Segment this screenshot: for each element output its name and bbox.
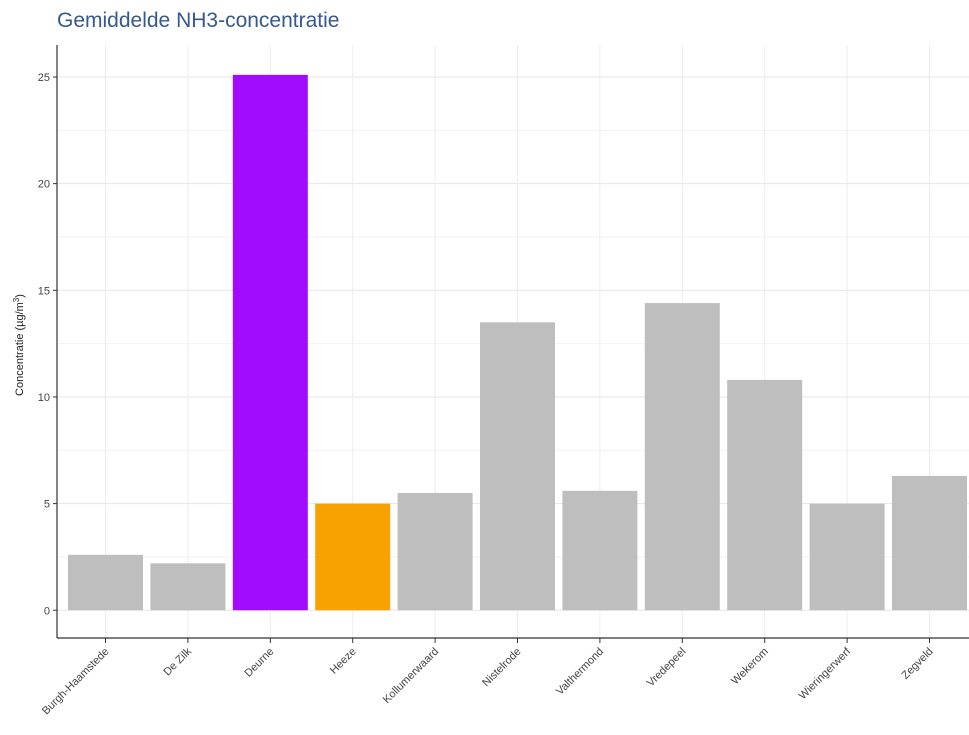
- x-tick-label: Heeze: [328, 646, 359, 677]
- bar-wekerom: [727, 379, 803, 611]
- y-tick-label: 15: [38, 285, 50, 297]
- x-tick-label: Wekerom: [729, 646, 771, 688]
- x-tick-label: Kollumerwaard: [381, 646, 441, 706]
- y-tick-label: 25: [38, 72, 50, 84]
- bar-burgh-haamstede: [68, 554, 143, 611]
- bar-kollumerwaard: [397, 492, 473, 611]
- y-ticks: 0 5 10 15 20 25: [38, 72, 57, 617]
- axes: [56, 45, 969, 639]
- bar-nistelrode: [480, 322, 555, 611]
- bar-deurne: [232, 74, 308, 611]
- x-ticks: Burgh-Haamstede De Zilk Deurne Heeze Kollume…: [40, 638, 936, 717]
- x-tick-label: Burgh-Haamstede: [40, 646, 112, 718]
- x-tick-label: Valthermond: [554, 646, 606, 698]
- bar-valthermond: [562, 490, 638, 611]
- y-axis-title: Concentratie (µg/m3): [12, 294, 27, 396]
- x-tick-label: Deurne: [242, 646, 276, 680]
- x-tick-label: Vredepeel: [645, 646, 689, 690]
- y-tick-label: 5: [44, 499, 50, 511]
- x-tick-label: De Zilk: [161, 645, 194, 678]
- bar-wieringerwerf: [809, 503, 885, 611]
- x-tick-label: Wieringerwerf: [797, 645, 854, 702]
- y-tick-label: 20: [38, 179, 50, 191]
- y-tick-label: 10: [38, 392, 50, 404]
- bar-de-zilk: [150, 563, 226, 611]
- x-tick-label: Zegveld: [899, 646, 935, 682]
- y-tick-label: 0: [44, 605, 50, 617]
- chart-title: Gemiddelde NH3-concentratie: [57, 9, 340, 32]
- bars: [68, 74, 967, 611]
- x-tick-label: Nistelrode: [480, 646, 524, 690]
- bar-vredepeel: [644, 303, 720, 611]
- bar-zegveld: [892, 475, 967, 611]
- bar-heeze: [315, 503, 391, 611]
